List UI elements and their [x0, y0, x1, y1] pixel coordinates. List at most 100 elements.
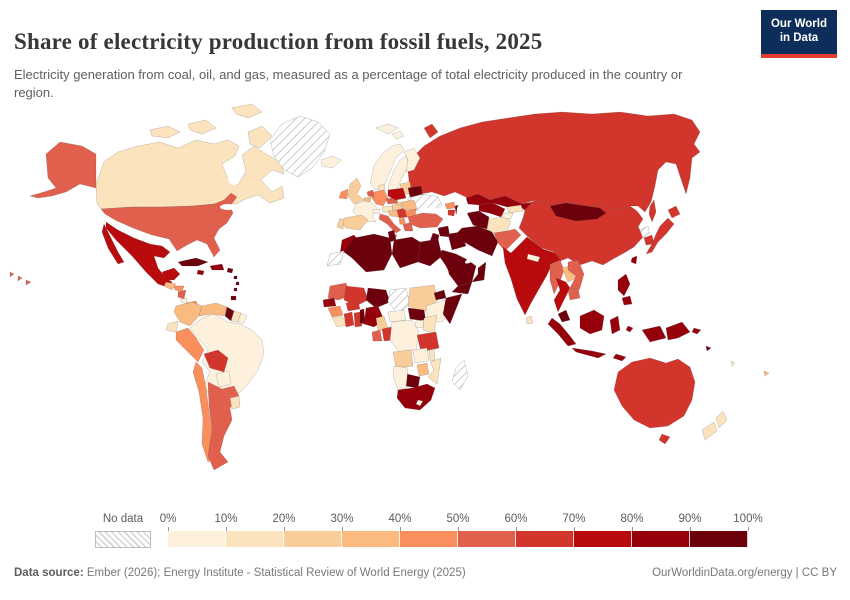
country-georgia[interactable]	[444, 201, 456, 210]
country-poland[interactable]	[387, 187, 407, 201]
country-spain[interactable]	[340, 214, 369, 231]
country-nepal[interactable]	[526, 253, 541, 263]
country-greenland[interactable]	[269, 115, 331, 178]
country-usa-alaska[interactable]	[29, 141, 97, 199]
country-malaysia[interactable]	[557, 309, 571, 323]
legend-swatch[interactable]	[226, 531, 284, 547]
country-paraguay[interactable]	[215, 370, 232, 388]
country-western-sahara[interactable]	[326, 250, 345, 267]
country-new-zealand-north[interactable]	[715, 410, 728, 429]
country-tajikistan[interactable]	[501, 212, 514, 220]
legend-swatch[interactable]	[284, 531, 342, 547]
country-armenia[interactable]	[447, 209, 456, 217]
country-niger[interactable]	[365, 287, 391, 309]
country-south-sudan[interactable]	[407, 307, 427, 322]
country-afghanistan[interactable]	[486, 216, 512, 234]
country-zambia[interactable]	[412, 347, 430, 364]
no-data-swatch[interactable]	[95, 531, 151, 548]
legend-swatch[interactable]	[168, 531, 226, 547]
legend-swatch[interactable]	[574, 531, 632, 547]
country-indonesia-moluccas[interactable]	[625, 325, 634, 333]
country-kenya[interactable]	[422, 314, 438, 334]
country-denmark[interactable]	[377, 183, 386, 192]
legend-swatch[interactable]	[400, 531, 458, 547]
country-cuba[interactable]	[177, 257, 209, 267]
country-oman[interactable]	[471, 261, 487, 283]
country-malawi[interactable]	[428, 348, 436, 362]
country-australia-tasmania[interactable]	[658, 433, 671, 445]
country-somalia[interactable]	[442, 293, 463, 325]
legend-swatch[interactable]	[632, 531, 690, 547]
country-madagascar[interactable]	[451, 359, 469, 391]
country-greece[interactable]	[402, 221, 414, 232]
country-guatemala[interactable]	[163, 281, 177, 291]
country-kyrgyzstan[interactable]	[506, 204, 524, 214]
country-russia[interactable]	[407, 111, 701, 213]
country-vanuatu[interactable]	[730, 360, 736, 367]
country-drc[interactable]	[389, 319, 420, 354]
country-ivory-coast[interactable]	[343, 311, 355, 328]
country-chad[interactable]	[387, 287, 411, 315]
country-namibia[interactable]	[392, 365, 409, 391]
country-fiji[interactable]	[763, 370, 770, 377]
country-norway-svalbard[interactable]	[375, 123, 405, 140]
country-new-zealand-south[interactable]	[701, 421, 718, 441]
country-mexico-baja[interactable]	[101, 223, 125, 265]
country-netherlands[interactable]	[366, 189, 375, 198]
country-canada-island1[interactable]	[149, 125, 181, 139]
country-mauritania[interactable]	[327, 282, 351, 301]
country-hispaniola[interactable]	[209, 263, 225, 271]
legend-swatch[interactable]	[690, 531, 748, 547]
country-iran[interactable]	[455, 225, 499, 257]
country-yemen[interactable]	[451, 281, 473, 295]
country-ecuador[interactable]	[165, 320, 179, 333]
country-switzerland[interactable]	[372, 208, 381, 215]
country-angola[interactable]	[392, 349, 414, 369]
country-romania[interactable]	[401, 199, 418, 211]
country-russia-novaya-zemlya[interactable]	[423, 123, 439, 139]
country-canada-island2[interactable]	[187, 119, 217, 135]
country-puerto-rico[interactable]	[226, 267, 234, 274]
country-germany[interactable]	[371, 189, 389, 207]
country-indonesia-timor[interactable]	[612, 353, 627, 362]
country-canada-island3[interactable]	[231, 103, 263, 119]
owid-logo[interactable]: Our World in Data	[761, 10, 837, 58]
country-indonesia-sulawesi[interactable]	[609, 315, 621, 335]
country-portugal[interactable]	[336, 217, 345, 230]
country-burkina-faso[interactable]	[345, 300, 361, 312]
country-zimbabwe[interactable]	[416, 362, 430, 377]
country-colombia[interactable]	[173, 301, 203, 327]
country-solomon-islands[interactable]	[705, 345, 712, 352]
country-usa[interactable]	[100, 192, 238, 258]
country-mali[interactable]	[343, 285, 369, 307]
country-indonesia-papua[interactable]	[641, 325, 667, 343]
country-peru[interactable]	[175, 327, 205, 363]
country-ireland[interactable]	[338, 188, 349, 200]
credit-link[interactable]: OurWorldinData.org/energy | CC BY	[652, 567, 837, 579]
country-uruguay[interactable]	[229, 395, 241, 410]
country-south-africa[interactable]	[396, 383, 436, 411]
country-indonesia-sumatra[interactable]	[547, 317, 577, 347]
country-papua-new-guinea[interactable]	[665, 321, 702, 341]
country-philippines[interactable]	[617, 273, 633, 306]
country-central-african-republic[interactable]	[387, 309, 407, 323]
country-indonesia-java[interactable]	[571, 347, 607, 359]
legend-swatch[interactable]	[342, 531, 400, 547]
country-sri-lanka[interactable]	[525, 315, 534, 325]
country-canada-baffin[interactable]	[247, 125, 273, 149]
country-mozambique[interactable]	[427, 357, 442, 385]
country-thailand[interactable]	[553, 277, 571, 313]
country-albania[interactable]	[398, 217, 407, 226]
country-mexico[interactable]	[105, 221, 173, 289]
country-china[interactable]	[518, 199, 645, 266]
country-uganda[interactable]	[414, 319, 425, 329]
country-gabon[interactable]	[371, 329, 383, 342]
country-japan[interactable]	[645, 205, 681, 255]
country-lesser-antilles[interactable]	[233, 275, 240, 292]
country-indonesia-borneo[interactable]	[579, 309, 605, 335]
country-argentina[interactable]	[207, 381, 240, 471]
country-egypt[interactable]	[417, 238, 443, 267]
country-canada[interactable]	[95, 139, 285, 210]
country-australia[interactable]	[613, 357, 696, 429]
country-trinidad[interactable]	[230, 295, 237, 301]
